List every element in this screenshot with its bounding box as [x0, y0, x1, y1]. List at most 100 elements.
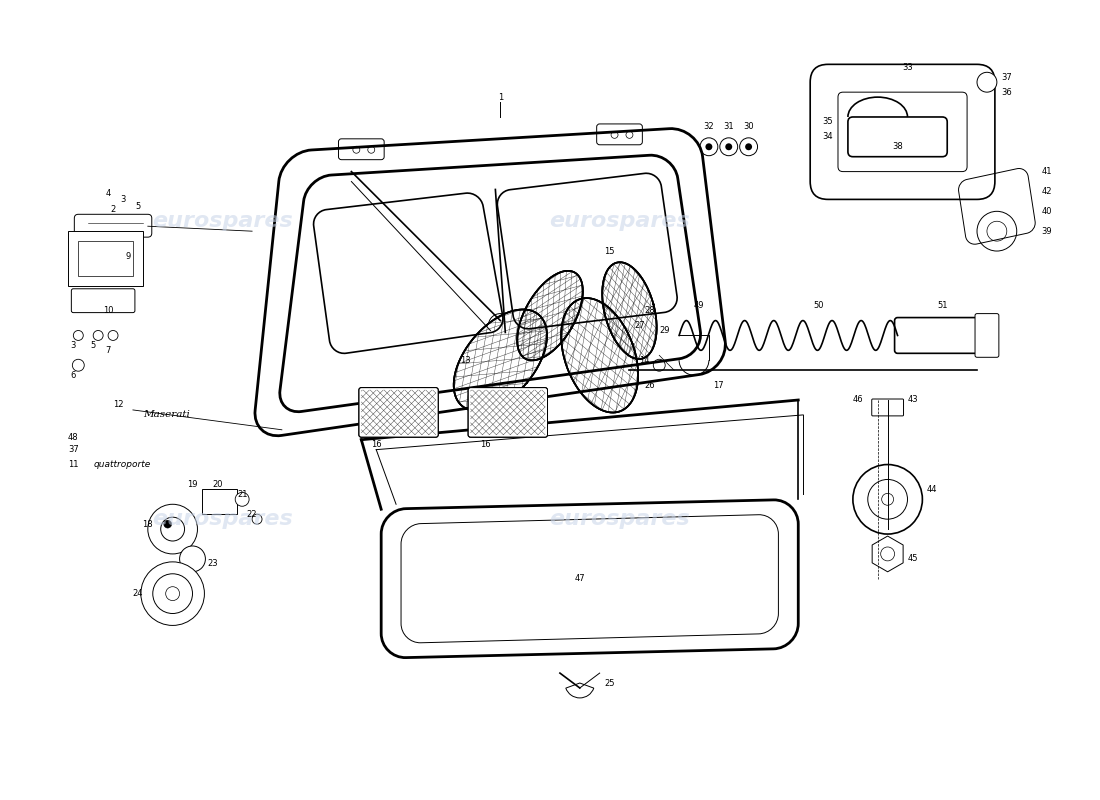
Text: 5: 5: [90, 341, 96, 350]
Circle shape: [147, 504, 198, 554]
Circle shape: [626, 131, 632, 138]
Polygon shape: [453, 310, 547, 411]
Text: 6: 6: [70, 370, 76, 380]
Text: 40: 40: [1042, 207, 1052, 216]
Circle shape: [486, 334, 494, 342]
Text: 12: 12: [113, 401, 123, 410]
Text: eurospares: eurospares: [152, 211, 293, 231]
Text: 1: 1: [497, 93, 503, 102]
Text: eurospares: eurospares: [549, 211, 690, 231]
Text: 18: 18: [143, 520, 153, 529]
Text: eurospares: eurospares: [152, 509, 293, 529]
FancyBboxPatch shape: [202, 490, 238, 514]
FancyBboxPatch shape: [596, 124, 642, 145]
Text: 7: 7: [106, 346, 111, 355]
Text: 26: 26: [644, 381, 654, 390]
Text: 16: 16: [371, 440, 382, 449]
Circle shape: [367, 146, 375, 154]
Text: 5: 5: [135, 202, 141, 211]
Text: 15: 15: [604, 246, 615, 255]
Text: 47: 47: [574, 574, 585, 583]
Circle shape: [719, 138, 738, 156]
FancyBboxPatch shape: [871, 399, 903, 416]
Text: 38: 38: [892, 142, 903, 151]
Polygon shape: [602, 262, 657, 359]
Circle shape: [164, 520, 172, 528]
FancyBboxPatch shape: [75, 214, 152, 237]
Text: 39: 39: [1042, 226, 1052, 236]
Text: 31: 31: [724, 122, 734, 131]
Text: 23: 23: [207, 559, 218, 568]
Text: 37: 37: [68, 445, 79, 454]
Text: 28: 28: [644, 306, 654, 315]
FancyBboxPatch shape: [72, 289, 135, 313]
Circle shape: [235, 492, 249, 506]
FancyBboxPatch shape: [469, 387, 548, 438]
Text: 30: 30: [744, 122, 754, 131]
Circle shape: [166, 586, 179, 601]
Text: 35: 35: [823, 118, 834, 126]
Text: 51: 51: [937, 301, 947, 310]
Text: 19: 19: [187, 480, 198, 489]
Circle shape: [74, 330, 84, 341]
Circle shape: [977, 211, 1016, 251]
Text: 25: 25: [604, 678, 615, 687]
Circle shape: [700, 138, 718, 156]
Text: 14: 14: [639, 356, 650, 365]
FancyBboxPatch shape: [838, 92, 967, 171]
Text: Maserati: Maserati: [143, 410, 189, 419]
Circle shape: [141, 562, 205, 626]
Text: 45: 45: [908, 554, 917, 563]
FancyBboxPatch shape: [894, 318, 990, 354]
Text: 2: 2: [110, 205, 115, 214]
Text: 11: 11: [68, 460, 78, 469]
FancyBboxPatch shape: [848, 117, 947, 157]
Text: 27: 27: [634, 321, 645, 330]
Text: 44: 44: [927, 485, 937, 494]
Circle shape: [488, 314, 513, 338]
Circle shape: [353, 146, 360, 154]
Circle shape: [868, 479, 908, 519]
Text: 36: 36: [1001, 88, 1012, 97]
Circle shape: [73, 359, 85, 371]
Circle shape: [496, 322, 504, 330]
Text: 42: 42: [1042, 187, 1052, 196]
Text: 22: 22: [246, 510, 257, 518]
Circle shape: [852, 465, 923, 534]
FancyBboxPatch shape: [975, 314, 999, 358]
Circle shape: [94, 330, 103, 341]
Text: 21: 21: [236, 490, 248, 499]
Circle shape: [252, 514, 262, 524]
FancyBboxPatch shape: [339, 139, 384, 160]
Circle shape: [745, 143, 752, 150]
Text: 10: 10: [102, 306, 113, 315]
Circle shape: [653, 359, 666, 371]
Text: 32: 32: [704, 122, 714, 131]
Circle shape: [882, 494, 893, 506]
Text: 48: 48: [68, 434, 78, 442]
Text: 17: 17: [714, 381, 724, 390]
Circle shape: [977, 72, 997, 92]
Circle shape: [153, 574, 192, 614]
FancyBboxPatch shape: [68, 231, 143, 286]
Circle shape: [705, 143, 713, 150]
Text: 49: 49: [694, 301, 704, 310]
Text: 3: 3: [120, 195, 125, 204]
Text: 37: 37: [1001, 73, 1012, 82]
Text: 16: 16: [480, 440, 491, 449]
Circle shape: [739, 138, 758, 156]
Circle shape: [161, 517, 185, 541]
Text: 13: 13: [460, 356, 471, 365]
Text: 29: 29: [659, 326, 670, 335]
Circle shape: [179, 546, 206, 572]
Wedge shape: [565, 683, 594, 698]
Text: 43: 43: [908, 395, 917, 405]
Text: 20: 20: [212, 480, 222, 489]
Polygon shape: [561, 298, 638, 413]
Circle shape: [725, 143, 733, 150]
Text: quattroporte: quattroporte: [94, 460, 151, 469]
Text: 24: 24: [133, 589, 143, 598]
Text: 50: 50: [813, 301, 824, 310]
Text: 46: 46: [852, 395, 864, 405]
FancyBboxPatch shape: [811, 64, 994, 199]
